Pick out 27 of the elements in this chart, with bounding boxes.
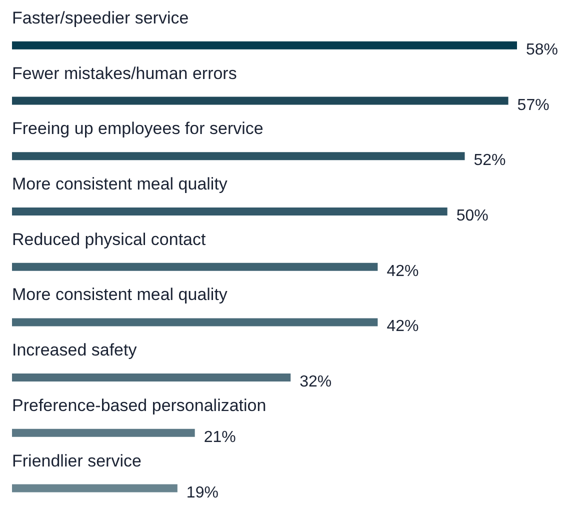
data-label: 50%	[456, 207, 488, 224]
bar	[12, 96, 508, 105]
y-tick-label: More consistent meal quality	[12, 285, 228, 304]
y-tick-label: Fewer mistakes/human errors	[12, 64, 237, 83]
y-tick-label: More consistent meal quality	[12, 174, 228, 194]
y-tick-label: Faster/speedier service	[12, 8, 189, 28]
data-label: 21%	[204, 428, 236, 446]
data-label: 58%	[526, 41, 558, 58]
bar	[12, 207, 448, 216]
y-tick-label: Freeing up employees for service	[12, 119, 264, 138]
y-tick-label: Increased safety	[12, 340, 138, 360]
bar	[12, 318, 378, 326]
data-label: 57%	[517, 96, 550, 114]
bar	[12, 262, 378, 271]
data-label: 19%	[186, 484, 218, 502]
bar	[12, 428, 195, 437]
bar	[12, 41, 517, 50]
bar	[12, 152, 465, 160]
y-tick-label: Reduced physical contact	[12, 230, 206, 249]
y-tick-label: Preference-based personalization	[12, 396, 266, 415]
data-label: 42%	[386, 262, 419, 280]
bar	[12, 484, 178, 492]
data-label: 32%	[300, 374, 332, 391]
y-tick-label: Friendlier service	[12, 451, 142, 470]
data-label: 52%	[474, 152, 506, 170]
data-label: 42%	[386, 318, 419, 336]
bar	[12, 374, 291, 382]
